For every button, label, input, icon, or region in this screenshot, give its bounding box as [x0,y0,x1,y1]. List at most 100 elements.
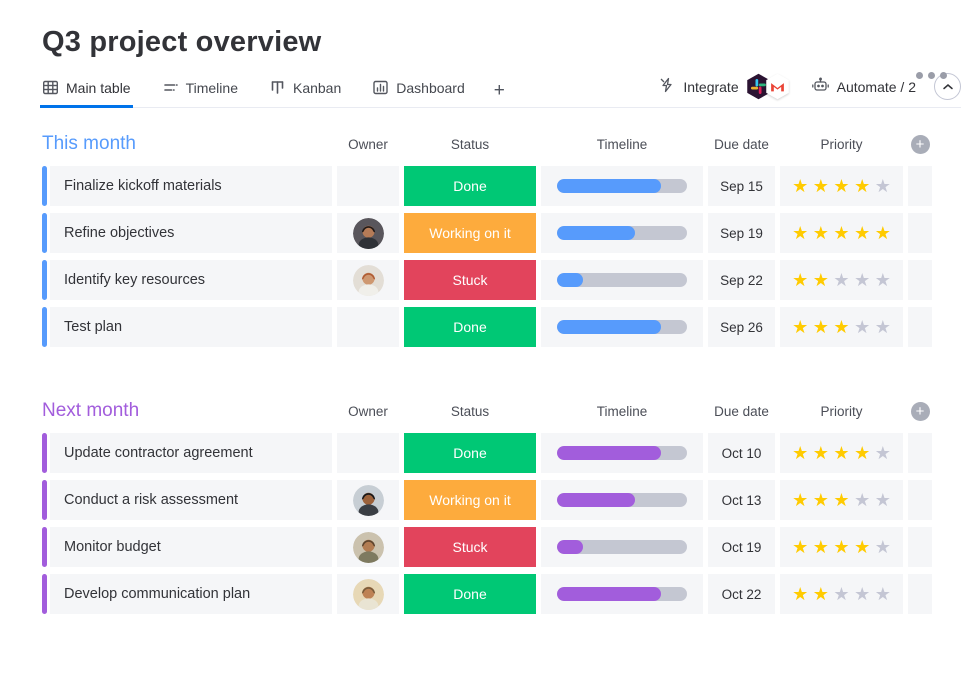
owner-cell[interactable] [337,260,399,300]
timeline-cell[interactable] [541,213,703,253]
group-title[interactable]: This month [42,133,136,154]
add-column-button[interactable]: + [910,401,930,421]
star-empty-icon[interactable]: ★ [874,584,891,604]
priority-stars[interactable]: ★ ★ ★ ★ ★ [780,260,903,300]
star-empty-icon[interactable]: ★ [854,584,871,604]
status-badge[interactable]: Done [404,307,536,347]
timeline-cell[interactable] [541,260,703,300]
priority-stars[interactable]: ★ ★ ★ ★ ★ [780,574,903,614]
task-name-cell[interactable]: Refine objectives [42,213,332,253]
star-filled-icon[interactable]: ★ [812,490,829,510]
star-empty-icon[interactable]: ★ [874,490,891,510]
tab-dashboard[interactable]: Dashboard [370,75,467,108]
priority-stars[interactable]: ★ ★ ★ ★ ★ [780,480,903,520]
star-empty-icon[interactable]: ★ [874,176,891,196]
status-badge[interactable]: Working on it [404,213,536,253]
star-empty-icon[interactable]: ★ [833,584,850,604]
star-filled-icon[interactable]: ★ [792,176,809,196]
star-empty-icon[interactable]: ★ [874,317,891,337]
star-filled-icon[interactable]: ★ [833,537,850,557]
add-view-button[interactable]: + [493,80,505,101]
star-filled-icon[interactable]: ★ [792,223,809,243]
star-filled-icon[interactable]: ★ [854,537,871,557]
status-badge[interactable]: Working on it [404,480,536,520]
due-date-cell[interactable]: Sep 19 [708,213,775,253]
due-date-cell[interactable]: Oct 19 [708,527,775,567]
group-title[interactable]: Next month [42,400,140,421]
star-empty-icon[interactable]: ★ [854,317,871,337]
task-name-cell[interactable]: Finalize kickoff materials [42,166,332,206]
timeline-cell[interactable] [541,527,703,567]
owner-cell[interactable] [337,574,399,614]
task-name-cell[interactable]: Update contractor agreement [42,433,332,473]
owner-cell[interactable] [337,480,399,520]
star-empty-icon[interactable]: ★ [874,537,891,557]
star-filled-icon[interactable]: ★ [833,443,850,463]
owner-cell[interactable] [337,527,399,567]
star-filled-icon[interactable]: ★ [833,176,850,196]
status-badge[interactable]: Done [404,574,536,614]
priority-stars[interactable]: ★ ★ ★ ★ ★ [780,433,903,473]
tab-main-table[interactable]: Main table [40,75,133,108]
timeline-cell[interactable] [541,166,703,206]
star-filled-icon[interactable]: ★ [874,223,891,243]
due-date-cell[interactable]: Sep 26 [708,307,775,347]
star-filled-icon[interactable]: ★ [812,317,829,337]
star-filled-icon[interactable]: ★ [792,317,809,337]
star-filled-icon[interactable]: ★ [792,584,809,604]
priority-stars[interactable]: ★ ★ ★ ★ ★ [780,166,903,206]
tab-timeline[interactable]: Timeline [160,75,240,108]
star-filled-icon[interactable]: ★ [812,584,829,604]
owner-cell[interactable] [337,213,399,253]
task-name-cell[interactable]: Monitor budget [42,527,332,567]
star-filled-icon[interactable]: ★ [812,443,829,463]
tab-kanban[interactable]: Kanban [267,75,343,108]
due-date-cell[interactable]: Sep 22 [708,260,775,300]
collapse-board-button[interactable] [934,73,961,100]
due-date-cell[interactable]: Oct 22 [708,574,775,614]
owner-cell[interactable] [337,166,399,206]
star-filled-icon[interactable]: ★ [792,443,809,463]
star-filled-icon[interactable]: ★ [833,317,850,337]
star-filled-icon[interactable]: ★ [812,223,829,243]
task-name-cell[interactable]: Identify key resources [42,260,332,300]
star-filled-icon[interactable]: ★ [792,490,809,510]
status-badge[interactable]: Stuck [404,260,536,300]
star-empty-icon[interactable]: ★ [874,270,891,290]
star-empty-icon[interactable]: ★ [874,443,891,463]
due-date-cell[interactable]: Oct 13 [708,480,775,520]
star-filled-icon[interactable]: ★ [833,223,850,243]
star-empty-icon[interactable]: ★ [833,270,850,290]
star-filled-icon[interactable]: ★ [854,176,871,196]
star-filled-icon[interactable]: ★ [792,537,809,557]
due-date-cell[interactable]: Oct 10 [708,433,775,473]
star-filled-icon[interactable]: ★ [833,490,850,510]
task-name-cell[interactable]: Develop communication plan [42,574,332,614]
star-empty-icon[interactable]: ★ [854,490,871,510]
task-name-cell[interactable]: Conduct a risk assessment [42,480,332,520]
automate-button[interactable]: Automate / 2 [811,76,916,97]
timeline-cell[interactable] [541,307,703,347]
star-empty-icon[interactable]: ★ [854,270,871,290]
priority-stars[interactable]: ★ ★ ★ ★ ★ [780,307,903,347]
star-filled-icon[interactable]: ★ [812,537,829,557]
star-filled-icon[interactable]: ★ [792,270,809,290]
status-badge[interactable]: Stuck [404,527,536,567]
timeline-cell[interactable] [541,574,703,614]
due-date-cell[interactable]: Sep 15 [708,166,775,206]
owner-cell[interactable] [337,307,399,347]
star-filled-icon[interactable]: ★ [812,270,829,290]
owner-cell[interactable] [337,433,399,473]
timeline-cell[interactable] [541,433,703,473]
task-name-cell[interactable]: Test plan [42,307,332,347]
status-badge[interactable]: Done [404,433,536,473]
priority-stars[interactable]: ★ ★ ★ ★ ★ [780,527,903,567]
more-menu-button[interactable] [912,68,951,83]
status-badge[interactable]: Done [404,166,536,206]
integrate-button[interactable]: Integrate [658,76,739,97]
star-filled-icon[interactable]: ★ [854,443,871,463]
star-filled-icon[interactable]: ★ [854,223,871,243]
add-column-button[interactable]: + [910,134,930,154]
star-filled-icon[interactable]: ★ [812,176,829,196]
timeline-cell[interactable] [541,480,703,520]
